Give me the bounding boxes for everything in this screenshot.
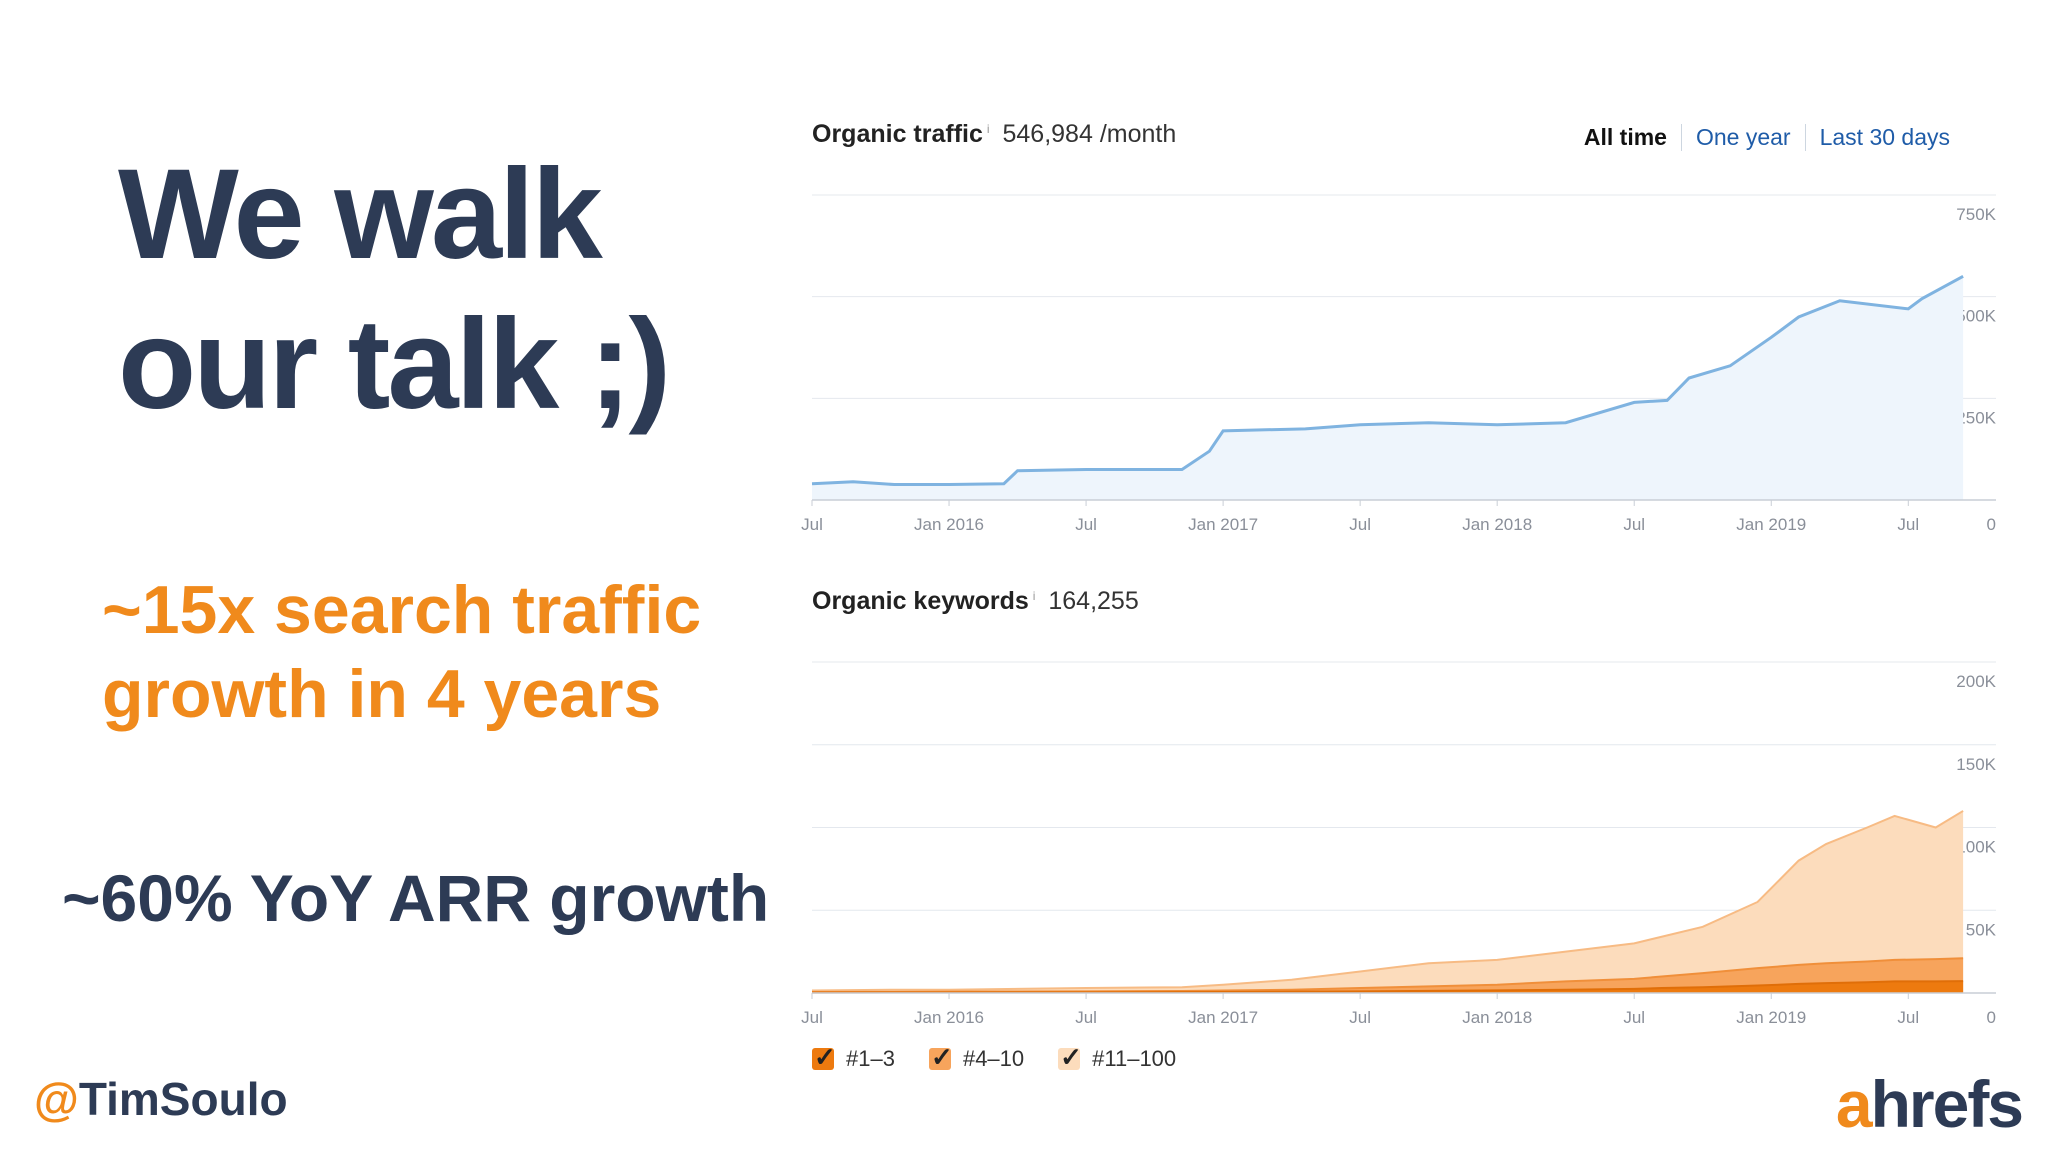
keywords-chart-value: 164,255: [1048, 587, 1139, 615]
handle-name: TimSoulo: [78, 1073, 288, 1125]
traffic-growth-line-1: ~15x search traffic: [102, 572, 702, 648]
keywords-info-icon[interactable]: i: [1032, 588, 1036, 603]
legend-checkbox-icon[interactable]: [812, 1042, 836, 1073]
traffic-x-tick-label: Jul: [1897, 515, 1919, 534]
keywords-line-4-10: [811, 957, 1964, 994]
legend-label-11-100: #11–100: [1092, 1046, 1177, 1071]
keywords-y-tick-label: 150K: [1956, 755, 1996, 774]
keywords-x-tick-label: Jul: [1349, 1008, 1371, 1027]
traffic-area-series: [812, 276, 1964, 500]
keywords-chart-header: Organic keywords i 164,255: [812, 587, 1139, 616]
traffic-growth-stat: ~15x search traffic growth in 4 years: [102, 568, 701, 736]
traffic-growth-line-2: growth in 4 years: [102, 656, 662, 732]
traffic-y-tick-label: 250K: [1956, 408, 1996, 427]
traffic-y-tick-label: 750K: [1956, 205, 1996, 224]
legend-item-11-100[interactable]: #11–100: [1058, 1042, 1177, 1073]
legend-label-1-3: #1–3: [846, 1046, 895, 1071]
keywords-x-tick-label: Jan 2016: [914, 1008, 984, 1027]
headline-line-1: We walk: [118, 143, 603, 286]
range-one-year[interactable]: One year: [1680, 124, 1805, 151]
traffic-line-series: [811, 275, 1964, 487]
keywords-line-11-100: [811, 810, 1964, 992]
traffic-chart-value: 546,984 /month: [1002, 120, 1177, 148]
range-last-30-days[interactable]: Last 30 days: [1804, 124, 1964, 151]
keywords-x-tick-label: Jan 2017: [1188, 1008, 1258, 1027]
date-range-selector: All time One year Last 30 days: [1570, 124, 1964, 151]
keywords-area-4-10: [812, 958, 1964, 993]
traffic-x-tick-label: Jan 2017: [1188, 515, 1258, 534]
keywords-y-tick-label: 100K: [1956, 838, 1996, 857]
traffic-x-tick-label: Jul: [801, 515, 823, 534]
keywords-x-tick-label: Jan 2019: [1736, 1008, 1806, 1027]
author-handle: @TimSoulo: [34, 1072, 288, 1126]
traffic-chart-title: Organic traffic: [812, 120, 983, 148]
traffic-chart-header: Organic traffic i 546,984 /month: [812, 120, 1176, 149]
traffic-x-tick-label: Jul: [1349, 515, 1371, 534]
keywords-legend: #1–3 #4–10 #11–100: [812, 1042, 1210, 1073]
traffic-x-tick-label: Jan 2016: [914, 515, 984, 534]
traffic-y-tick-label: 500K: [1956, 307, 1996, 326]
keywords-x-tick-label: Jul: [801, 1008, 823, 1027]
logo-letter-a: a: [1835, 1067, 1873, 1141]
slide-headline: We walk our talk ;): [118, 140, 671, 440]
legend-item-1-3[interactable]: #1–3: [812, 1042, 895, 1073]
legend-checkbox-icon[interactable]: [928, 1042, 953, 1073]
legend-item-4-10[interactable]: #4–10: [928, 1042, 1025, 1073]
traffic-x-tick-label: Jan 2018: [1462, 515, 1532, 534]
ahrefs-logo: ahrefs: [1835, 1066, 2024, 1142]
keywords-area-11-100: [812, 810, 1964, 993]
keywords-y-tick-label: 50K: [1966, 920, 1997, 939]
logo-letters: hrefs: [1870, 1067, 2024, 1141]
traffic-y-tick-label: 0: [1987, 515, 1996, 534]
traffic-info-icon[interactable]: i: [986, 121, 990, 136]
legend-checkbox-icon[interactable]: [1058, 1042, 1082, 1073]
keywords-x-tick-label: Jan 2018: [1462, 1008, 1532, 1027]
traffic-x-tick-label: Jan 2019: [1736, 515, 1806, 534]
keywords-y-tick-label: 200K: [1956, 672, 1996, 691]
keywords-x-tick-label: Jul: [1075, 1008, 1097, 1027]
keywords-x-tick-label: Jul: [1623, 1008, 1645, 1027]
keywords-x-tick-label: Jul: [1897, 1008, 1919, 1027]
legend-label-4-10: #4–10: [962, 1046, 1025, 1071]
handle-at-sign: @: [34, 1073, 79, 1125]
keywords-y-tick-label: 0: [1987, 1008, 1996, 1027]
arr-growth-stat: ~60% YoY ARR growth: [62, 861, 770, 935]
keywords-chart-title: Organic keywords: [812, 587, 1029, 615]
keywords-area-1-3: [812, 981, 1964, 993]
headline-line-2: our talk ;): [118, 293, 671, 436]
traffic-x-tick-label: Jul: [1075, 515, 1097, 534]
range-all-time[interactable]: All time: [1583, 124, 1667, 150]
traffic-x-tick-label: Jul: [1623, 515, 1645, 534]
